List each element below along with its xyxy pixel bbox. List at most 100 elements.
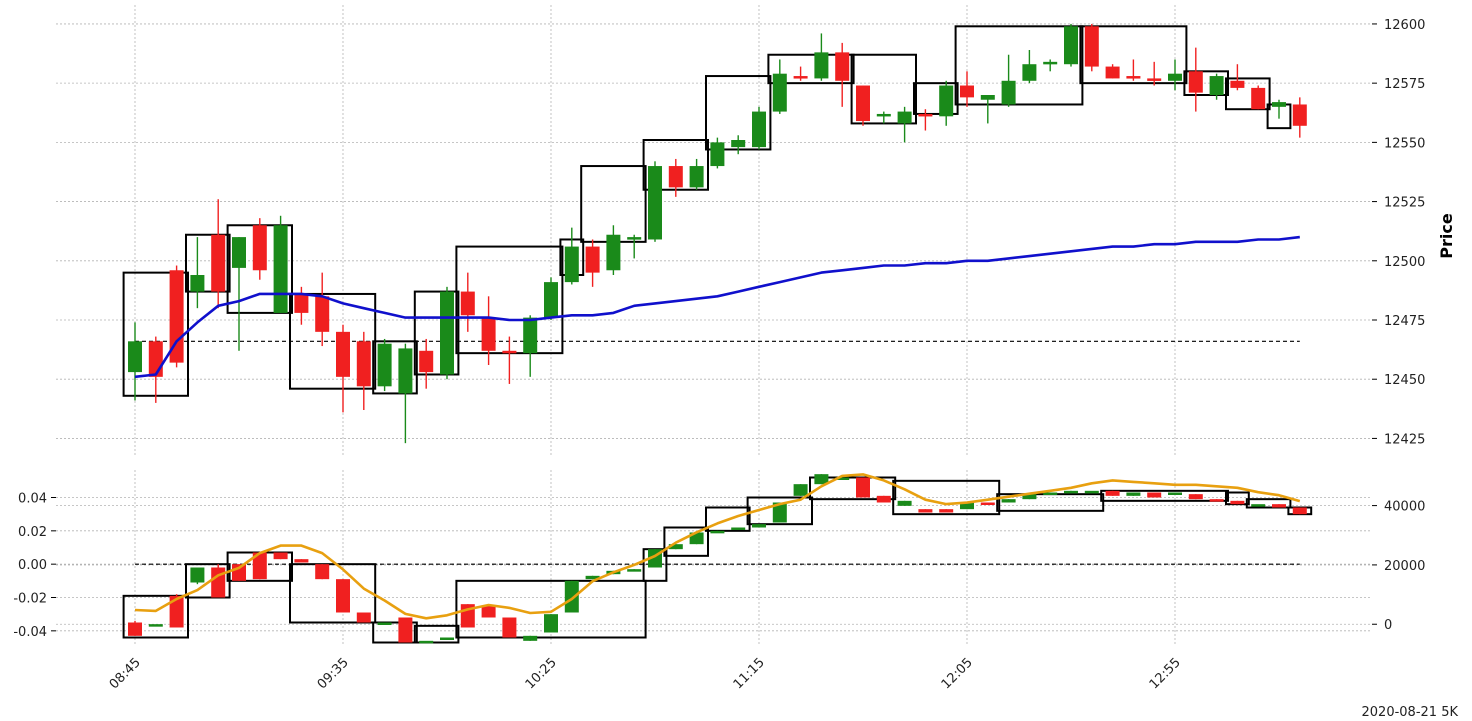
candle-body <box>1292 507 1307 515</box>
oscillator-tick-label: 0.00 <box>18 558 47 573</box>
oscillator-candle <box>1230 500 1245 505</box>
oscillator-candles <box>128 474 1307 644</box>
price-candle <box>876 111 891 124</box>
oscillator-candle <box>731 527 746 530</box>
candle-body <box>960 85 974 98</box>
price-candle <box>1147 61 1162 86</box>
candle-body <box>980 502 995 505</box>
candle-body <box>1126 492 1141 496</box>
candle-body <box>876 113 891 117</box>
price-candle <box>731 135 746 155</box>
x-tick-label: 09:35 <box>315 655 352 692</box>
candle-body <box>918 509 933 513</box>
candle-body <box>419 350 434 373</box>
candle-body <box>1188 494 1203 500</box>
oscillator-candle <box>1209 499 1224 502</box>
oscillator-candle <box>1126 492 1141 496</box>
price-candle <box>356 331 371 410</box>
oscillator-range-box <box>663 526 710 557</box>
oscillator-candle <box>1168 492 1182 495</box>
candle-body <box>710 530 725 534</box>
candle-body <box>1272 504 1286 508</box>
volume-tick-label: 0 <box>1384 618 1392 633</box>
oscillator-candle <box>918 509 933 513</box>
oscillator-candle <box>440 637 454 640</box>
oscillator-candle <box>398 617 413 643</box>
price-candle <box>190 237 205 309</box>
candle-body <box>1022 494 1037 500</box>
reference-lines <box>135 340 1300 565</box>
candle-body <box>356 341 371 387</box>
price-candle <box>1292 97 1307 138</box>
candle-body <box>648 166 662 240</box>
moving-averages <box>134 235 1301 620</box>
oscillator-candle <box>252 552 267 580</box>
candle-body <box>731 527 746 530</box>
candle-body <box>960 502 974 510</box>
price-tick-label: 12475 <box>1384 314 1425 329</box>
oscillator-range-box <box>1100 489 1229 502</box>
price-candle <box>502 336 517 384</box>
oscillator-range-box <box>746 496 813 526</box>
candle-body <box>128 341 142 373</box>
price-candle <box>856 85 870 126</box>
price-candle <box>585 239 600 287</box>
candle-body <box>1188 71 1203 93</box>
oscillator-candle <box>772 502 787 523</box>
price-candle <box>1084 23 1099 72</box>
candle-body <box>835 477 850 480</box>
candle-body <box>460 291 475 316</box>
oscillator-candle <box>356 612 371 623</box>
range-boxes <box>122 25 1313 644</box>
candle-body <box>377 343 392 387</box>
price-candle <box>544 277 558 320</box>
price-candle <box>1168 59 1182 91</box>
candle-body <box>752 111 766 148</box>
oscillator-range-box <box>455 579 647 639</box>
price-candle <box>440 286 454 380</box>
oscillator-tick-label: -0.02 <box>13 592 47 607</box>
candle-body <box>190 567 205 583</box>
candle-body <box>148 341 163 377</box>
candle-body <box>273 225 288 313</box>
candle-body <box>544 614 558 633</box>
price-candle <box>960 71 974 107</box>
candle-body <box>1209 76 1224 95</box>
x-tick-label: 08:45 <box>107 655 144 692</box>
oscillator-candle <box>128 620 142 636</box>
price-candle <box>1043 59 1058 72</box>
candle-body <box>897 111 912 124</box>
candle-body <box>1043 492 1058 495</box>
price-candle <box>128 322 142 401</box>
candle-body <box>315 296 330 332</box>
price-candle <box>148 336 163 403</box>
candle-body <box>1168 492 1182 495</box>
oscillator-range-box <box>809 476 897 501</box>
oscillator-candle <box>1105 490 1120 496</box>
candle-body <box>668 166 683 188</box>
price-candle <box>793 66 808 81</box>
price-candle <box>169 265 184 368</box>
oscillator-candle <box>1064 490 1078 494</box>
oscillator-candle <box>876 495 891 503</box>
candle-body <box>1292 104 1307 126</box>
price-candle <box>752 106 766 150</box>
price-candle <box>273 215 288 313</box>
candle-body <box>1126 76 1141 79</box>
candle-body <box>939 509 954 513</box>
price-candle <box>897 106 912 143</box>
candle-body <box>772 73 787 112</box>
price-candle <box>232 237 246 351</box>
candle-body <box>752 524 766 528</box>
price-tick-label: 12600 <box>1384 18 1425 33</box>
oscillator-candle <box>190 567 205 585</box>
price-candle <box>564 227 579 285</box>
oscillator-candle <box>752 524 766 528</box>
candle-body <box>689 532 704 545</box>
price-range-box <box>372 340 418 395</box>
x-tick-label: 12:05 <box>939 655 976 692</box>
oscillator-range-box <box>413 624 460 644</box>
grid-lines <box>56 5 1372 645</box>
candle-body <box>710 142 725 167</box>
candle-body <box>980 95 995 100</box>
